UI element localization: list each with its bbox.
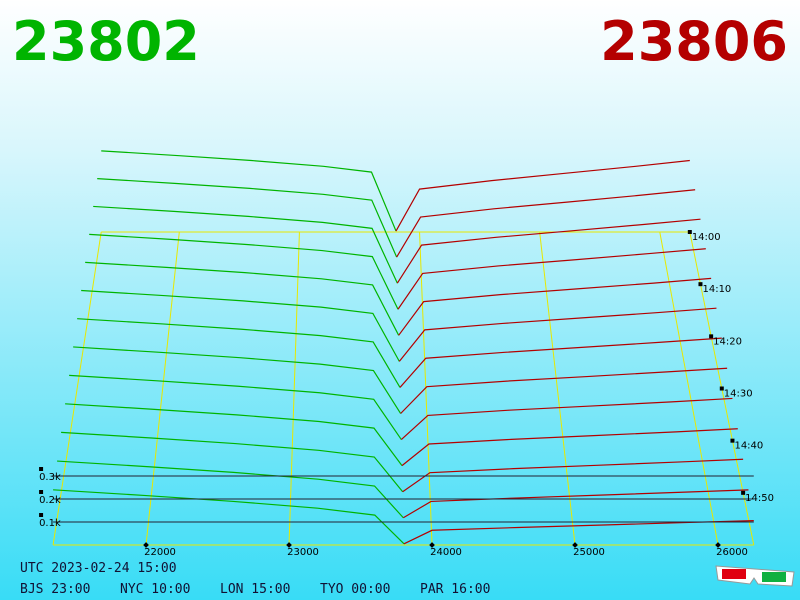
bid-depth-line bbox=[73, 346, 402, 414]
time-tick-label: 14:10 bbox=[702, 284, 731, 295]
zone-time: PAR 16:00 bbox=[420, 582, 490, 597]
time-tick-marker bbox=[741, 490, 746, 495]
price-tick-label: 24000 bbox=[430, 547, 462, 558]
best-ask: 23806 bbox=[600, 10, 788, 73]
time-tick-label: 14:40 bbox=[734, 441, 763, 452]
time-tick-label: 14:20 bbox=[713, 336, 742, 347]
ask-depth-line bbox=[401, 428, 738, 467]
price-grid-line bbox=[539, 231, 576, 546]
amount-tick-label: 0.1k bbox=[39, 518, 61, 529]
bid-depth-line bbox=[85, 261, 400, 336]
price-tick-marker bbox=[429, 542, 435, 548]
floor-edge bbox=[52, 231, 102, 546]
bid-depth-line bbox=[89, 233, 399, 310]
zone-time: LON 15:00 bbox=[220, 582, 290, 597]
ask-depth-line bbox=[396, 218, 701, 284]
price-grid-line bbox=[145, 231, 180, 546]
price-tick-marker bbox=[143, 542, 149, 548]
amount-tick-marker bbox=[39, 467, 44, 471]
time-tick-marker bbox=[719, 386, 724, 391]
best-bid: 23802 bbox=[12, 10, 200, 73]
ask-depth-line bbox=[400, 367, 728, 414]
time-tick-marker bbox=[709, 334, 714, 339]
time-zones: BJS 23:00 NYC 10:00 LON 15:00 TYO 00:00 PAR … bbox=[20, 582, 490, 597]
3d-glasses-icon bbox=[715, 565, 795, 587]
bid-depth-line bbox=[81, 289, 400, 362]
ask-depth-line bbox=[400, 397, 733, 441]
amount-tick-label: 0.3k bbox=[39, 472, 61, 483]
price-tick-marker bbox=[572, 542, 578, 548]
bid-depth-line bbox=[53, 489, 405, 545]
ask-depth-line bbox=[397, 248, 706, 310]
bid-depth-line bbox=[77, 318, 401, 388]
plot: 22000 23000 24000 25000 26000 0.1k 0.2k 0.3k 14:… bbox=[39, 150, 774, 558]
time-tick-marker bbox=[687, 230, 692, 234]
ask-depth-line bbox=[396, 189, 696, 258]
ask-depth-line bbox=[395, 159, 690, 232]
ask-depth-line bbox=[399, 337, 722, 388]
ask-depth-line bbox=[398, 277, 712, 336]
price-grid-line bbox=[659, 231, 719, 546]
amount-tick-marker bbox=[39, 513, 44, 517]
bid-depth-line bbox=[69, 374, 402, 440]
time-tick-label: 14:30 bbox=[724, 389, 753, 400]
zone-time: TYO 00:00 bbox=[320, 582, 390, 597]
zone-time: NYC 10:00 bbox=[120, 582, 190, 597]
price-tick-label: 22000 bbox=[144, 547, 176, 558]
price-tick-label: 23000 bbox=[287, 547, 319, 558]
bid-depth-line bbox=[97, 177, 398, 258]
time-tick-label: 14:50 bbox=[745, 493, 774, 504]
bid-depth-line bbox=[65, 403, 403, 467]
amount-tick-marker bbox=[39, 490, 44, 494]
ask-depth-line bbox=[403, 489, 749, 519]
ask-depth-line bbox=[398, 307, 717, 362]
amount-tick-label: 0.2k bbox=[39, 495, 61, 506]
utc-time: UTC 2023-02-24 15:00 bbox=[20, 561, 177, 576]
bid-depth-line bbox=[101, 150, 397, 232]
bid-depth-line bbox=[61, 431, 404, 493]
price-grid-line bbox=[288, 231, 300, 546]
price-tick-label: 25000 bbox=[573, 547, 605, 558]
price-tick-label: 26000 bbox=[716, 547, 748, 558]
bid-depth-line bbox=[93, 205, 398, 284]
time-tick-marker bbox=[698, 282, 703, 287]
time-tick-marker bbox=[730, 438, 735, 443]
time-tick-label: 14:00 bbox=[692, 232, 721, 243]
price-tick-marker bbox=[715, 542, 721, 548]
zone-time: BJS 23:00 bbox=[20, 582, 90, 597]
price-tick-marker bbox=[286, 542, 292, 548]
